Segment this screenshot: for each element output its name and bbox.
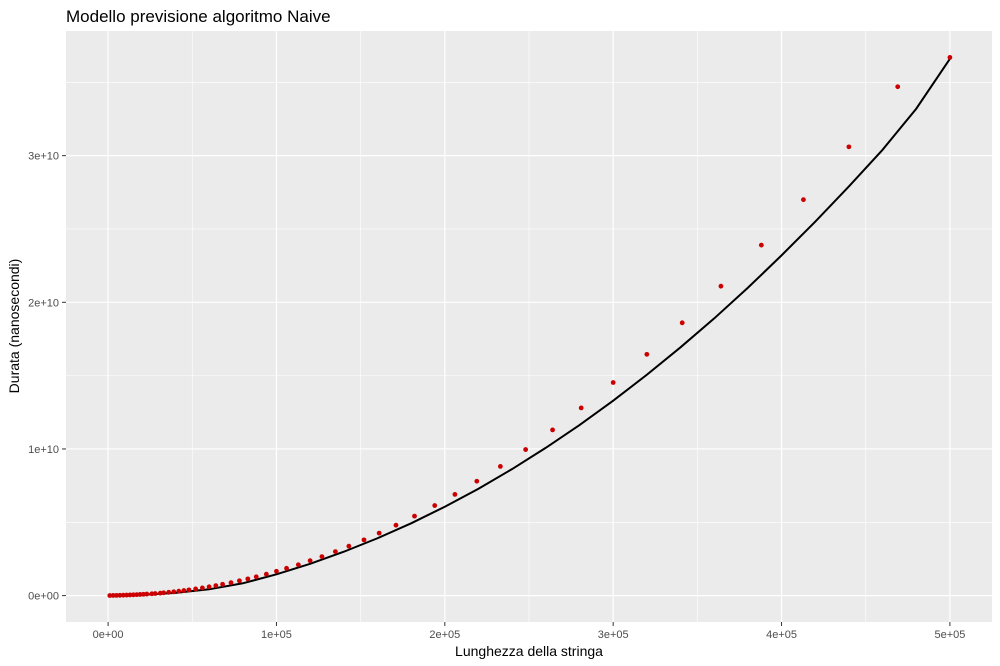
data-point [171,589,177,595]
data-point [199,585,205,591]
y-tick-label: 2e+10 [28,297,59,309]
data-point [895,84,901,90]
x-tick-label: 2e+05 [429,629,460,641]
data-point [452,492,458,497]
data-point [228,580,234,586]
data-point [120,592,126,598]
data-point [193,586,199,592]
data-point [176,588,182,594]
x-axis-title: Lunghezza della stringa [455,643,603,659]
x-tick-label: 5e+05 [934,629,965,641]
data-point [110,593,116,598]
data-point [376,530,382,536]
data-point [307,558,313,564]
chart-title: Modello previsione algoritmo Naive [66,7,331,26]
data-point [523,447,529,452]
data-point [758,242,764,248]
x-axis-ticks: 0e+00 1e+05 2e+05 3e+05 4e+05 5e+05 [93,622,965,641]
data-point [947,55,953,60]
fit-line-group [109,58,951,597]
data-point [578,405,584,411]
data-point [284,565,289,571]
data-point [295,562,301,568]
data-point [161,590,167,596]
data-point [474,478,480,484]
data-point [346,543,352,549]
data-point [550,427,555,433]
data-point [144,591,150,597]
data-point [237,578,242,584]
data-point [220,581,225,587]
data-point [213,583,219,589]
data-point [497,464,503,469]
data-point [124,592,130,598]
data-point [846,144,852,150]
data-points [107,55,953,598]
data-point [117,592,123,598]
y-tick-label: 1e+10 [28,444,59,456]
x-tick-label: 4e+05 [766,629,797,641]
data-point [332,549,338,555]
data-point [393,522,399,528]
y-tick-label: 3e+10 [28,151,59,163]
data-point [801,197,806,203]
fit-line [109,58,951,597]
data-point [679,320,685,326]
data-point [644,351,650,357]
data-point [152,591,158,596]
y-tick-label: 0e+00 [28,591,59,603]
y-axis-ticks: 0e+00 1e+10 2e+10 3e+10 [28,151,66,603]
data-point [432,503,438,508]
data-point [412,513,417,519]
data-point [186,587,192,593]
data-point [114,592,119,598]
data-point [263,571,269,577]
grid-minor [66,31,992,622]
data-point [253,574,259,580]
data-point [274,568,279,574]
data-point [107,593,113,598]
data-point [319,554,325,559]
y-axis-title: Durata (nanosecondi) [6,259,22,394]
data-point [245,576,251,582]
data-point [127,592,133,598]
data-point [206,584,212,590]
data-point [610,380,616,385]
data-point [718,283,724,289]
data-point [130,592,136,598]
data-point [181,588,187,593]
x-tick-label: 0e+00 [93,629,124,641]
grid-major [66,31,992,622]
data-point [166,589,172,595]
data-point [361,537,367,543]
x-tick-label: 1e+05 [261,629,292,641]
x-tick-label: 3e+05 [598,629,629,641]
